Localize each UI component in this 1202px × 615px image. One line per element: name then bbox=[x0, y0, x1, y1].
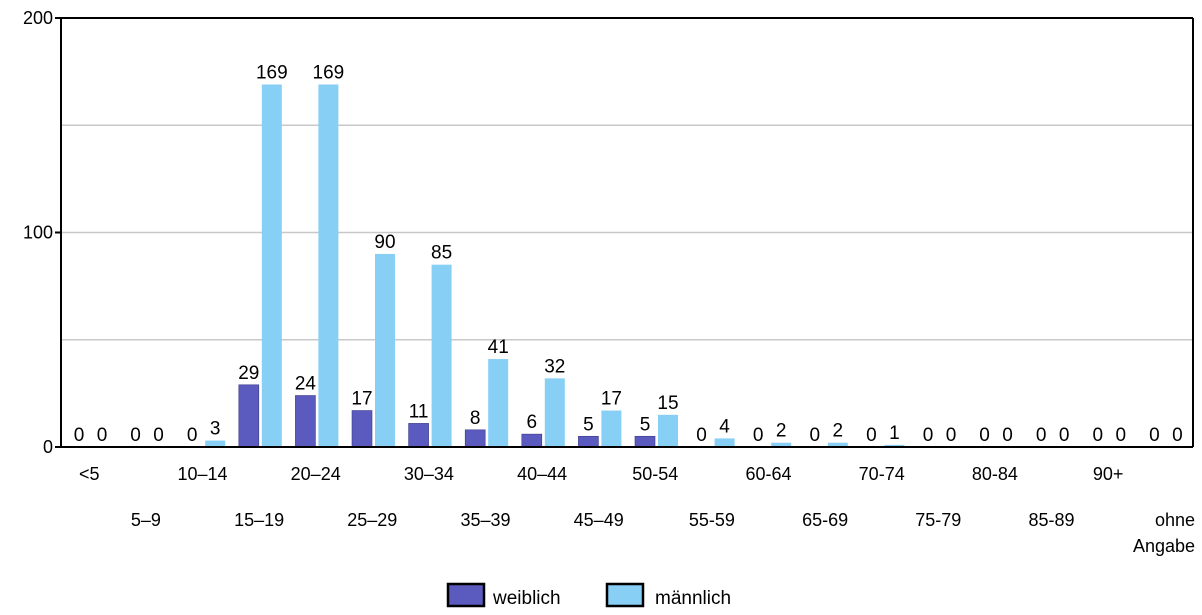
data-label-female: 11 bbox=[409, 401, 429, 422]
data-label-male: 90 bbox=[374, 232, 395, 253]
data-label-male: 4 bbox=[719, 416, 730, 437]
data-label-female: 0 bbox=[74, 425, 85, 446]
data-label-male: 32 bbox=[544, 356, 565, 377]
data-label-male: 3 bbox=[210, 419, 221, 440]
data-label-male: 2 bbox=[776, 421, 787, 442]
x-tick-label: 65-69 bbox=[802, 510, 848, 530]
data-label-female: 0 bbox=[810, 425, 821, 446]
data-label-male: 17 bbox=[601, 389, 622, 410]
x-tick-label: 30–34 bbox=[404, 464, 454, 484]
bar-female bbox=[238, 384, 260, 448]
data-label-female: 0 bbox=[696, 425, 707, 446]
x-tick-label: 10–14 bbox=[177, 464, 227, 484]
data-label-female: 8 bbox=[470, 408, 481, 429]
data-label-female: 0 bbox=[753, 425, 764, 446]
bar-male bbox=[884, 444, 905, 447]
data-label-male: 85 bbox=[431, 243, 452, 264]
x-tick-label: 20–24 bbox=[291, 464, 341, 484]
bar-female bbox=[578, 435, 599, 448]
bar-male bbox=[771, 442, 792, 447]
data-label-male: 2 bbox=[833, 421, 844, 442]
bar-male bbox=[205, 440, 226, 447]
data-label-female: 0 bbox=[1149, 425, 1160, 446]
gridlines bbox=[61, 17, 1193, 341]
x-tick-label: 5–9 bbox=[131, 510, 161, 530]
data-label-male: 0 bbox=[97, 425, 108, 446]
bar-male bbox=[827, 442, 848, 447]
x-tick-label: 25–29 bbox=[347, 510, 397, 530]
x-tick-label: 50-54 bbox=[632, 464, 678, 484]
data-label-female: 0 bbox=[1036, 425, 1047, 446]
data-label-female: 0 bbox=[923, 425, 934, 446]
bar-male bbox=[658, 414, 678, 447]
data-label-female: 6 bbox=[527, 412, 538, 433]
x-tick-label: 55-59 bbox=[689, 510, 735, 530]
bar-female bbox=[634, 435, 656, 448]
bar-female bbox=[408, 423, 429, 448]
y-tick-label: 0 bbox=[43, 437, 53, 457]
bar-male bbox=[318, 84, 339, 448]
x-tick-label: 60-64 bbox=[745, 464, 791, 484]
data-label-male: 41 bbox=[488, 337, 509, 358]
x-tick-label: 45–49 bbox=[574, 510, 624, 530]
x-tick-label: 70-74 bbox=[859, 464, 905, 484]
data-label-female: 17 bbox=[351, 389, 372, 410]
y-tick-label: 100 bbox=[23, 223, 53, 243]
x-tick-label: 90+ bbox=[1093, 464, 1124, 484]
data-label-female: 0 bbox=[979, 425, 990, 446]
bar-male bbox=[714, 438, 735, 447]
data-label-male: 169 bbox=[313, 62, 345, 83]
x-tick-label: 35–39 bbox=[460, 510, 510, 530]
bar-male bbox=[488, 359, 509, 447]
data-label-male: 0 bbox=[1172, 425, 1183, 446]
x-tick-label: ohne bbox=[1155, 510, 1195, 530]
bars bbox=[205, 84, 905, 448]
data-label-female: 29 bbox=[238, 363, 259, 384]
x-tick-label: 85-89 bbox=[1028, 510, 1074, 530]
data-label-male: 0 bbox=[1059, 425, 1070, 446]
bar-female bbox=[295, 395, 316, 448]
x-tick-label: <5 bbox=[79, 464, 100, 484]
x-tick-label: 80-84 bbox=[972, 464, 1018, 484]
legend-weiblich-swatch bbox=[446, 582, 486, 608]
bar-female bbox=[464, 429, 486, 448]
x-axis-tick-labels: <5 5–9 10–14 15–19 20–24 25–29 30–34 35–39 40–44… bbox=[79, 464, 1195, 556]
bar-male bbox=[601, 410, 622, 447]
data-label-female: 5 bbox=[640, 414, 651, 435]
data-label-male: 0 bbox=[1116, 425, 1127, 446]
data-label-male: 1 bbox=[889, 423, 900, 444]
data-label-female: 5 bbox=[583, 414, 594, 435]
legend-weiblich-label: weiblich bbox=[492, 588, 561, 609]
bar-male bbox=[431, 264, 452, 447]
data-label-female: 0 bbox=[866, 425, 877, 446]
bar-female bbox=[521, 433, 543, 448]
data-label-female: 0 bbox=[187, 425, 198, 446]
bar-male bbox=[544, 378, 565, 447]
bar-male bbox=[261, 84, 282, 448]
x-tick-label: 15–19 bbox=[234, 510, 284, 530]
y-tick-label: 200 bbox=[23, 8, 53, 28]
data-label-male: 169 bbox=[256, 62, 288, 83]
data-label-female: 0 bbox=[130, 425, 141, 446]
bar-female bbox=[351, 410, 373, 448]
legend-maennlich-swatch bbox=[605, 582, 645, 608]
data-label-male: 0 bbox=[946, 425, 957, 446]
x-tick-label: 40–44 bbox=[517, 464, 567, 484]
x-tick-label: 75-79 bbox=[915, 510, 961, 530]
data-label-female: 24 bbox=[295, 374, 317, 395]
data-label-male: 0 bbox=[153, 425, 164, 446]
legend-maennlich-label: männlich bbox=[655, 588, 731, 609]
data-label-male: 0 bbox=[1002, 425, 1013, 446]
data-label-male: 15 bbox=[657, 393, 678, 414]
legend: weiblich männlich bbox=[446, 582, 731, 609]
data-label-female: 0 bbox=[1093, 425, 1104, 446]
x-tick-label: Angabe bbox=[1133, 536, 1195, 556]
bar-male bbox=[375, 253, 395, 447]
